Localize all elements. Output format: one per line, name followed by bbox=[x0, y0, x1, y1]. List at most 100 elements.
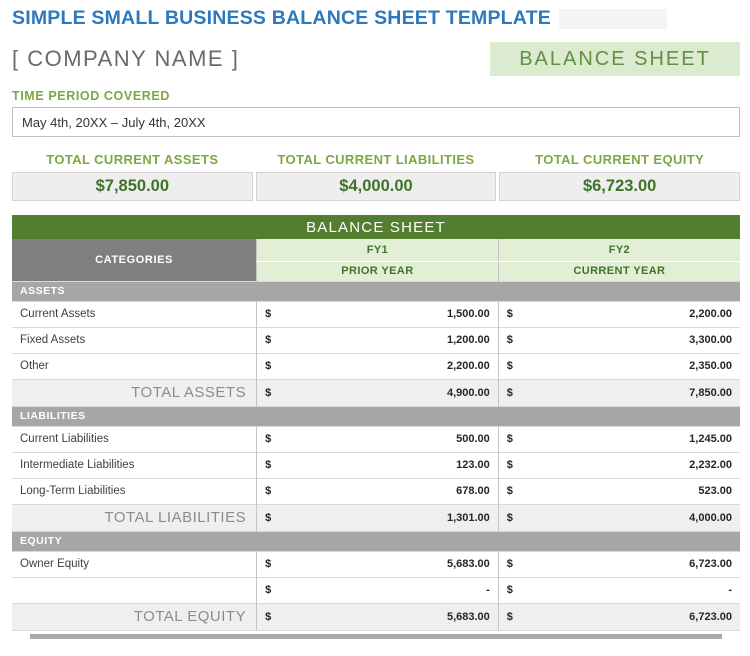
summary-total-current-assets: TOTAL CURRENT ASSETS $7,850.00 bbox=[12, 152, 253, 201]
amount-value: - bbox=[486, 584, 490, 596]
amount-value: 678.00 bbox=[456, 485, 490, 497]
category-cell[interactable]: Current Liabilities bbox=[12, 425, 257, 452]
fy1-amount-cell[interactable]: $5,683.00 bbox=[256, 550, 499, 577]
currency-symbol: $ bbox=[265, 433, 272, 445]
section-title: LIABILITIES bbox=[12, 405, 740, 426]
summary-label: TOTAL CURRENT LIABILITIES bbox=[277, 152, 475, 167]
amount-value: 4,900.00 bbox=[446, 386, 490, 399]
amount-value: 5,683.00 bbox=[446, 558, 490, 570]
category-cell[interactable]: Fixed Assets bbox=[12, 326, 257, 353]
fy1-amount-cell[interactable]: $1,500.00 bbox=[256, 300, 499, 327]
balance-sheet-badge: BALANCE SHEET bbox=[490, 42, 740, 76]
currency-symbol: $ bbox=[265, 308, 272, 320]
table-row: Fixed Assets $1,200.00 $3,300.00 bbox=[12, 326, 740, 353]
prior-year-header: PRIOR YEAR bbox=[256, 261, 499, 281]
category-cell[interactable]: Intermediate Liabilities bbox=[12, 451, 257, 478]
currency-symbol: $ bbox=[265, 558, 272, 570]
section-header-assets: ASSETS bbox=[12, 280, 740, 301]
fy2-total-cell: $6,723.00 bbox=[497, 602, 740, 631]
amount-value: 3,300.00 bbox=[689, 334, 732, 346]
bottom-partial-row bbox=[30, 633, 722, 639]
table-row: Intermediate Liabilities $123.00 $2,232.… bbox=[12, 451, 740, 478]
fy2-amount-cell[interactable]: $ - bbox=[497, 576, 740, 603]
currency-symbol: $ bbox=[506, 334, 513, 346]
categories-header: CATEGORIES bbox=[12, 239, 257, 281]
summary-boxes: TOTAL CURRENT ASSETS $7,850.00 TOTAL CUR… bbox=[12, 152, 740, 201]
amount-value: 2,232.00 bbox=[689, 459, 732, 471]
currency-symbol: $ bbox=[506, 485, 513, 497]
fy2-amount-cell[interactable]: $1,245.00 bbox=[497, 425, 740, 452]
fy1-total-cell: $4,900.00 bbox=[256, 378, 499, 406]
fy2-amount-cell[interactable]: $2,200.00 bbox=[497, 300, 740, 327]
section-title: EQUITY bbox=[12, 530, 740, 551]
page-title: SIMPLE SMALL BUSINESS BALANCE SHEET TEMP… bbox=[12, 7, 551, 29]
table-title: BALANCE SHEET bbox=[12, 215, 740, 239]
currency-symbol: $ bbox=[506, 584, 513, 596]
section-header-liabilities: LIABILITIES bbox=[12, 405, 740, 426]
fy2-amount-cell[interactable]: $523.00 bbox=[497, 477, 740, 504]
amount-value: 2,200.00 bbox=[689, 308, 732, 320]
currency-symbol: $ bbox=[506, 511, 513, 524]
fy1-amount-cell[interactable]: $678.00 bbox=[256, 477, 499, 504]
currency-symbol: $ bbox=[506, 459, 513, 471]
table-row: $ - $ - bbox=[12, 576, 740, 603]
fy2-total-cell: $4,000.00 bbox=[497, 503, 740, 531]
category-cell[interactable]: Long-Term Liabilities bbox=[12, 477, 257, 504]
total-assets-row: TOTAL ASSETS $4,900.00 $7,850.00 bbox=[12, 378, 740, 406]
amount-value: 1,200.00 bbox=[446, 334, 490, 346]
empty-cell-highlight bbox=[558, 8, 667, 29]
fy1-header: FY1 bbox=[256, 239, 499, 262]
currency-symbol: $ bbox=[265, 459, 272, 471]
amount-value: 500.00 bbox=[456, 433, 490, 445]
company-name[interactable]: [ COMPANY NAME ] bbox=[12, 46, 240, 71]
currency-symbol: $ bbox=[265, 610, 272, 623]
summary-value: $4,000.00 bbox=[255, 172, 497, 201]
category-cell[interactable]: Other bbox=[12, 352, 257, 379]
category-cell[interactable] bbox=[12, 576, 257, 603]
total-label: TOTAL ASSETS bbox=[12, 378, 257, 406]
fy1-amount-cell[interactable]: $ - bbox=[256, 576, 499, 603]
fy1-total-cell: $5,683.00 bbox=[256, 602, 499, 631]
section-title: ASSETS bbox=[12, 280, 740, 301]
fy2-amount-cell[interactable]: $3,300.00 bbox=[497, 326, 740, 353]
amount-value: 6,723.00 bbox=[689, 610, 732, 623]
fy2-amount-cell[interactable]: $2,232.00 bbox=[497, 451, 740, 478]
currency-symbol: $ bbox=[506, 308, 513, 320]
summary-label: TOTAL CURRENT ASSETS bbox=[46, 152, 219, 167]
current-year-header: CURRENT YEAR bbox=[497, 261, 740, 281]
category-cell[interactable]: Current Assets bbox=[12, 300, 257, 327]
amount-value: 1,245.00 bbox=[689, 433, 732, 445]
summary-label: TOTAL CURRENT EQUITY bbox=[535, 152, 705, 167]
currency-symbol: $ bbox=[265, 485, 272, 497]
fy-header-row: CATEGORIES FY1 FY2 bbox=[12, 239, 740, 281]
amount-value: 1,500.00 bbox=[446, 308, 490, 320]
summary-total-current-equity: TOTAL CURRENT EQUITY $6,723.00 bbox=[499, 152, 740, 201]
amount-value: 1,301.00 bbox=[446, 511, 490, 524]
category-cell[interactable]: Owner Equity bbox=[12, 550, 257, 577]
fy2-header: FY2 bbox=[497, 239, 740, 262]
currency-symbol: $ bbox=[506, 558, 513, 570]
table-row: Current Assets $1,500.00 $2,200.00 bbox=[12, 300, 740, 327]
table-row: Owner Equity $5,683.00 $6,723.00 bbox=[12, 550, 740, 577]
fy2-amount-cell[interactable]: $2,350.00 bbox=[497, 352, 740, 379]
amount-value: 2,200.00 bbox=[446, 360, 490, 372]
fy1-amount-cell[interactable]: $1,200.00 bbox=[256, 326, 499, 353]
time-period-input[interactable] bbox=[12, 107, 740, 137]
fy2-amount-cell[interactable]: $6,723.00 bbox=[497, 550, 740, 577]
currency-symbol: $ bbox=[506, 386, 513, 399]
currency-symbol: $ bbox=[265, 511, 272, 524]
fy1-amount-cell[interactable]: $123.00 bbox=[256, 451, 499, 478]
currency-symbol: $ bbox=[506, 433, 513, 445]
amount-value: 7,850.00 bbox=[689, 386, 732, 399]
fy2-total-cell: $7,850.00 bbox=[497, 378, 740, 406]
fy1-amount-cell[interactable]: $500.00 bbox=[256, 425, 499, 452]
time-period-label: TIME PERIOD COVERED bbox=[12, 89, 170, 103]
currency-symbol: $ bbox=[506, 610, 513, 623]
title-row: SIMPLE SMALL BUSINESS BALANCE SHEET TEMP… bbox=[12, 7, 740, 30]
currency-symbol: $ bbox=[265, 386, 272, 399]
amount-value: 123.00 bbox=[456, 459, 490, 471]
total-liabilities-row: TOTAL LIABILITIES $1,301.00 $4,000.00 bbox=[12, 503, 740, 531]
amount-value: 6,723.00 bbox=[689, 558, 732, 570]
fy1-amount-cell[interactable]: $2,200.00 bbox=[256, 352, 499, 379]
summary-value: $6,723.00 bbox=[499, 172, 740, 201]
